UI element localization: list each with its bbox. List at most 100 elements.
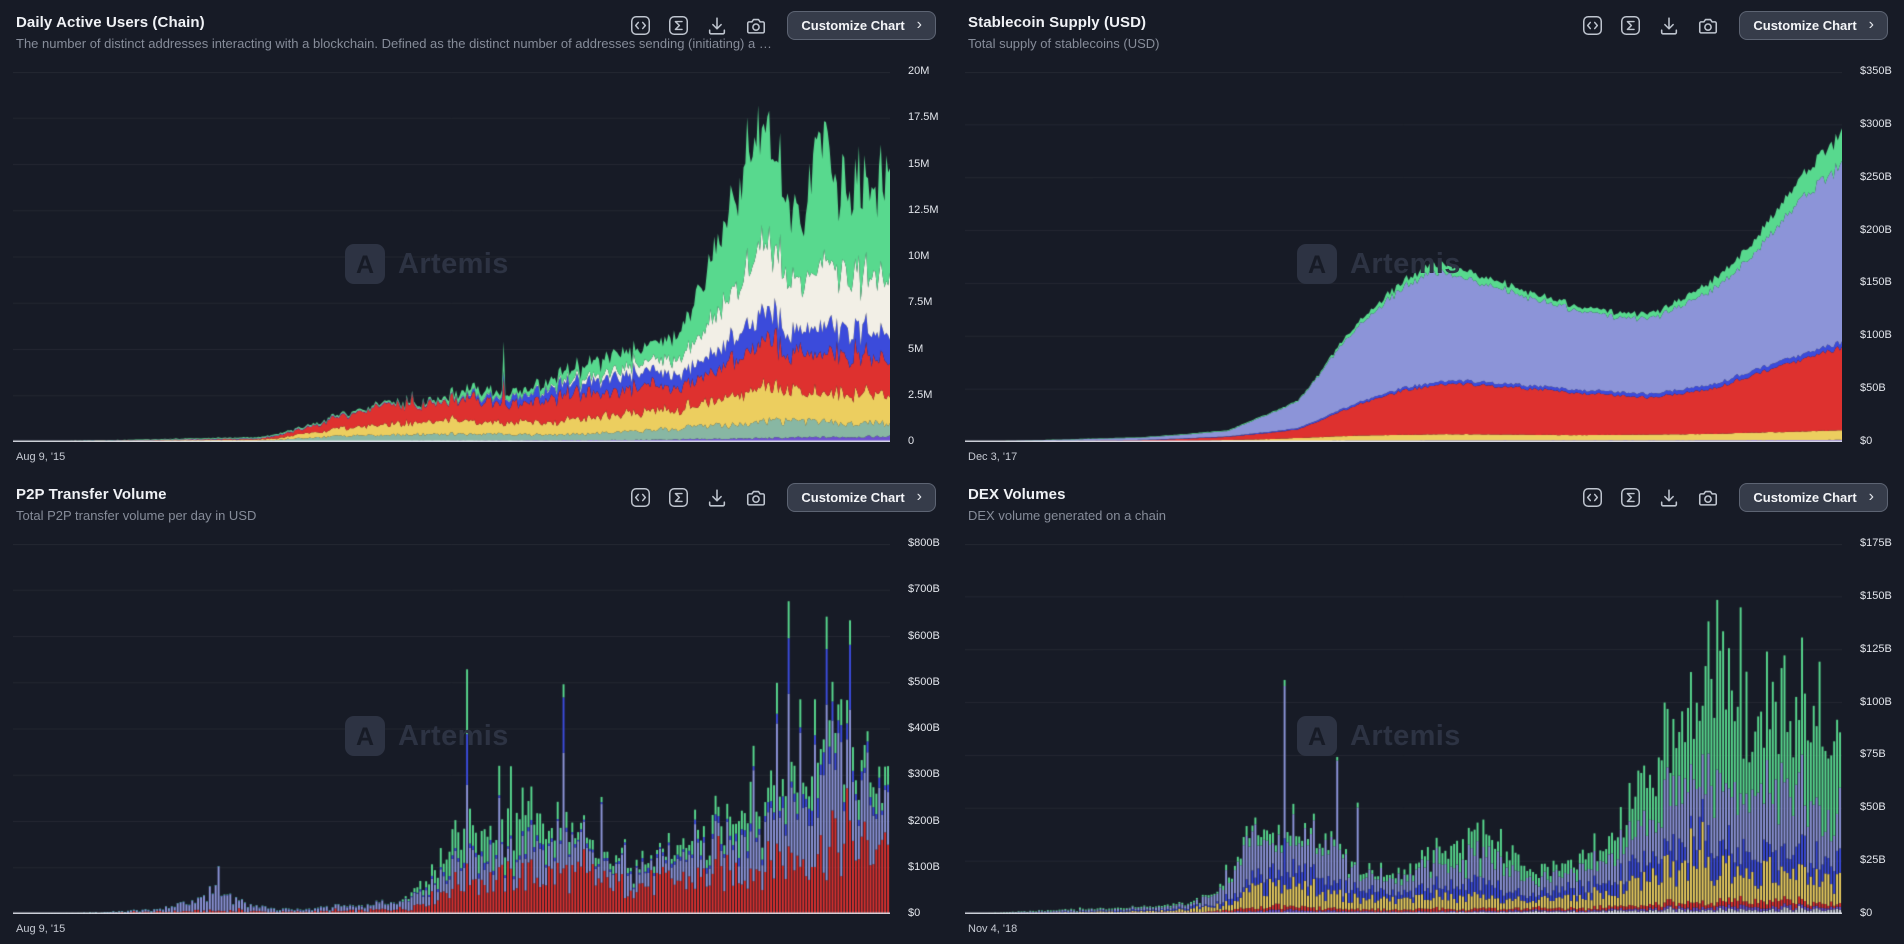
y-tick-label: $175B [1860,537,1892,549]
chevron-right-icon: › [916,15,922,33]
download-icon [709,16,726,35]
y-tick-label: $100B [1860,329,1892,342]
panel-stablecoin-supply: Stablecoin Supply (USD) Customize Chart … [952,0,1904,472]
y-axis: $0 $25B $50B $75B $100B $125B $150B $175B [1846,537,1904,919]
download-button[interactable] [1658,15,1680,37]
y-tick-label: $25B [1860,854,1886,867]
chevron-right-icon: › [916,487,922,505]
panel-header: Daily Active Users (Chain) Customize Cha… [0,0,952,40]
y-tick-label: 2.5M [908,388,933,401]
customize-chart-label: Customize Chart [1753,18,1857,33]
embed-code-icon [631,16,651,35]
chart-toolbar: Customize Chart › [1582,483,1888,512]
y-tick-label: $200B [908,814,940,827]
y-tick-label: $400B [908,722,940,734]
customize-chart-button[interactable]: Customize Chart › [787,11,936,40]
panel-p2p-transfer-volume: P2P Transfer Volume Customize Chart › To… [0,472,952,944]
formula-sigma-icon [1621,488,1641,507]
y-tick-label: 7.5M [908,296,933,309]
panel-header: P2P Transfer Volume Customize Chart › [0,472,952,512]
download-button[interactable] [1658,487,1680,509]
chart-subtitle: Total P2P transfer volume per day in USD [16,508,257,523]
x-axis-start-date: Dec 3, '17 [968,451,1018,463]
chart-subtitle: Total supply of stablecoins (USD) [968,36,1160,51]
screenshot-button[interactable] [745,487,767,509]
embed-chart-button[interactable] [630,487,651,508]
chart-canvas-daily-active-users[interactable] [13,72,890,442]
formula-button[interactable] [668,487,689,508]
chart-toolbar: Customize Chart › [630,483,936,512]
download-button[interactable] [706,487,728,509]
formula-sigma-icon [669,488,689,507]
x-axis-start-date: Aug 9, '15 [16,923,66,935]
download-icon [1661,16,1678,35]
chevron-right-icon: › [1868,15,1874,33]
customize-chart-label: Customize Chart [801,490,905,505]
chart-canvas-p2p-transfer-volume[interactable] [13,544,890,914]
y-tick-label: $150B [1860,276,1892,289]
download-button[interactable] [706,15,728,37]
chart-toolbar: Customize Chart › [630,11,936,40]
embed-chart-button[interactable] [1582,15,1603,36]
y-tick-label: $0 [1860,435,1873,447]
chart-subtitle: The number of distinct addresses interac… [16,36,772,51]
formula-button[interactable] [1620,487,1641,508]
customize-chart-label: Customize Chart [801,18,905,33]
formula-button[interactable] [668,15,689,36]
formula-sigma-icon [669,16,689,35]
y-tick-label: $500B [908,675,940,688]
embed-chart-button[interactable] [1582,487,1603,508]
plot-area: A Artemis [13,544,890,914]
customize-chart-label: Customize Chart [1753,490,1857,505]
customize-chart-button[interactable]: Customize Chart › [1739,11,1888,40]
screenshot-button[interactable] [1697,487,1719,509]
y-tick-label: $0 [1860,907,1873,919]
y-tick-label: 17.5M [908,111,939,124]
embed-code-icon [1583,16,1603,35]
screenshot-button[interactable] [1697,15,1719,37]
chart-canvas-dex-volumes[interactable] [965,544,1842,914]
y-axis: $0 $100B $200B $300B $400B $500B $600B $700B $80… [894,537,952,919]
y-tick-label: 20M [908,65,930,77]
formula-button[interactable] [1620,15,1641,36]
x-axis-start-date: Nov 4, '18 [968,923,1018,935]
y-tick-label: 10M [908,250,930,262]
customize-chart-button[interactable]: Customize Chart › [1739,483,1888,512]
chart-toolbar: Customize Chart › [1582,11,1888,40]
y-axis: $0 $50B $100B $150B $200B $250B $300B $350B [1846,65,1904,447]
chart-title: Stablecoin Supply (USD) [968,14,1147,31]
plot-area: A Artemis [965,72,1842,442]
y-tick-label: $0 [908,907,921,919]
chevron-right-icon: › [1868,487,1874,505]
y-tick-label: 5M [908,342,924,355]
y-tick-label: $700B [908,583,940,596]
screenshot-button[interactable] [745,15,767,37]
y-tick-label: $50B [1860,801,1886,814]
chart-title: P2P Transfer Volume [16,486,167,503]
embed-code-icon [1583,488,1603,507]
panel-header: Stablecoin Supply (USD) Customize Chart … [952,0,1904,40]
x-axis-start-date: Aug 9, '15 [16,451,66,463]
screenshot-camera-icon [1699,490,1718,506]
embed-code-icon [631,488,651,507]
y-tick-label: $200B [1860,223,1892,236]
y-tick-label: $100B [908,860,940,873]
plot-area: A Artemis [13,72,890,442]
download-icon [1661,488,1678,507]
y-tick-label: 12.5M [908,203,939,216]
y-tick-label: $50B [1860,382,1886,395]
chart-canvas-stablecoin-supply[interactable] [965,72,1842,442]
chart-title: DEX Volumes [968,486,1066,503]
chart-subtitle: DEX volume generated on a chain [968,508,1167,523]
customize-chart-button[interactable]: Customize Chart › [787,483,936,512]
formula-sigma-icon [1621,16,1641,35]
y-tick-label: $75B [1860,748,1886,761]
y-tick-label: 0 [908,435,915,447]
y-tick-label: $100B [1860,695,1892,708]
embed-chart-button[interactable] [630,15,651,36]
y-tick-label: $350B [1860,65,1892,77]
chart-title: Daily Active Users (Chain) [16,14,205,31]
y-tick-label: 15M [908,157,930,170]
y-tick-label: $150B [1860,589,1892,602]
